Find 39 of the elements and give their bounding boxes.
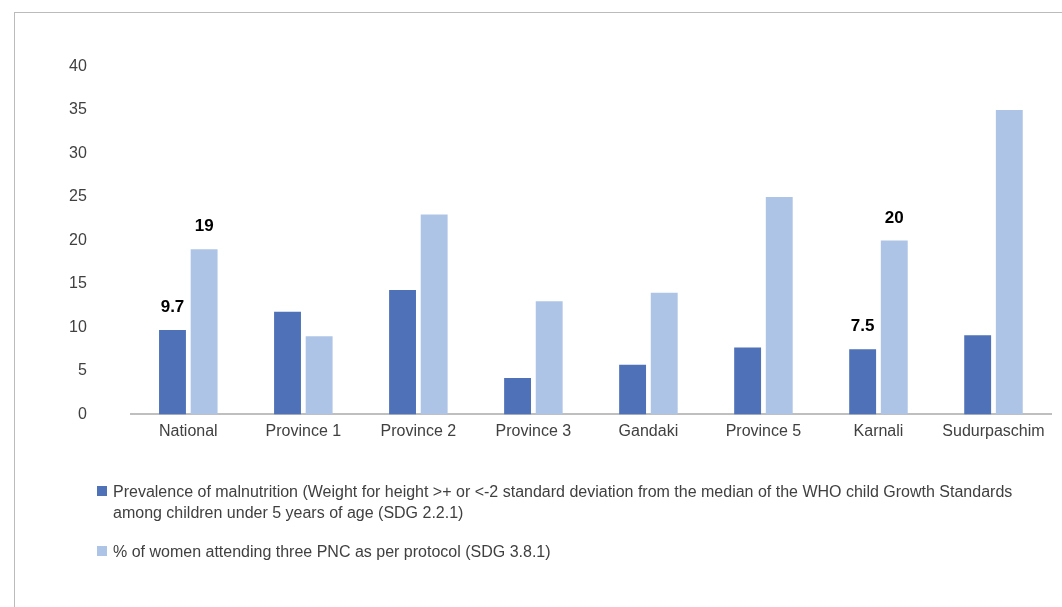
bar: [849, 349, 877, 415]
bar: [305, 336, 333, 415]
data-label: 9.7: [160, 297, 185, 317]
bar: [274, 311, 301, 415]
bar: [650, 292, 678, 415]
legend-label: Prevalence of malnutrition (Weight for height >+ or <-2 standard deviation from the median of the WHO child Growth Standards among children under 5 years of age (SDG 2.2.1): [113, 482, 1014, 523]
x-tick-label: Province 2: [380, 422, 457, 440]
bar: [389, 290, 416, 415]
y-tick-label: 15: [69, 274, 87, 292]
bar: [159, 330, 186, 415]
y-tick-label: 5: [77, 361, 87, 379]
bar: [964, 335, 992, 415]
bar: [880, 240, 908, 415]
data-label: 20: [884, 207, 904, 227]
legend-label: % of women attending three PNC as per protocol (SDG 3.8.1): [113, 542, 551, 562]
x-tick-label: Province 5: [725, 422, 802, 440]
y-tick-label: 35: [69, 100, 87, 118]
bar: [734, 347, 762, 415]
bar: [995, 110, 1023, 415]
bar: [535, 301, 563, 415]
y-tick-label: 25: [69, 187, 87, 205]
x-tick-label: Province 1: [265, 422, 342, 440]
y-tick-label: 10: [69, 317, 87, 335]
data-label: 19: [194, 216, 214, 236]
bar: [765, 197, 793, 415]
bar: [190, 249, 218, 415]
bar: [504, 377, 532, 415]
y-tick-label: 40: [69, 57, 87, 75]
bar: [619, 364, 647, 415]
y-tick-label: 0: [77, 404, 87, 422]
x-tick-label: Karnali: [853, 422, 904, 440]
data-label: 7.5: [850, 316, 875, 336]
bar: [420, 214, 448, 415]
y-tick-label: 30: [69, 143, 87, 161]
x-tick-label: Province 3: [495, 422, 572, 440]
x-tick-label: National: [158, 422, 218, 440]
y-tick-label: 20: [69, 230, 87, 248]
x-tick-label: Sudurpaschim: [942, 422, 1045, 440]
x-tick-label: Gandaki: [618, 422, 679, 440]
